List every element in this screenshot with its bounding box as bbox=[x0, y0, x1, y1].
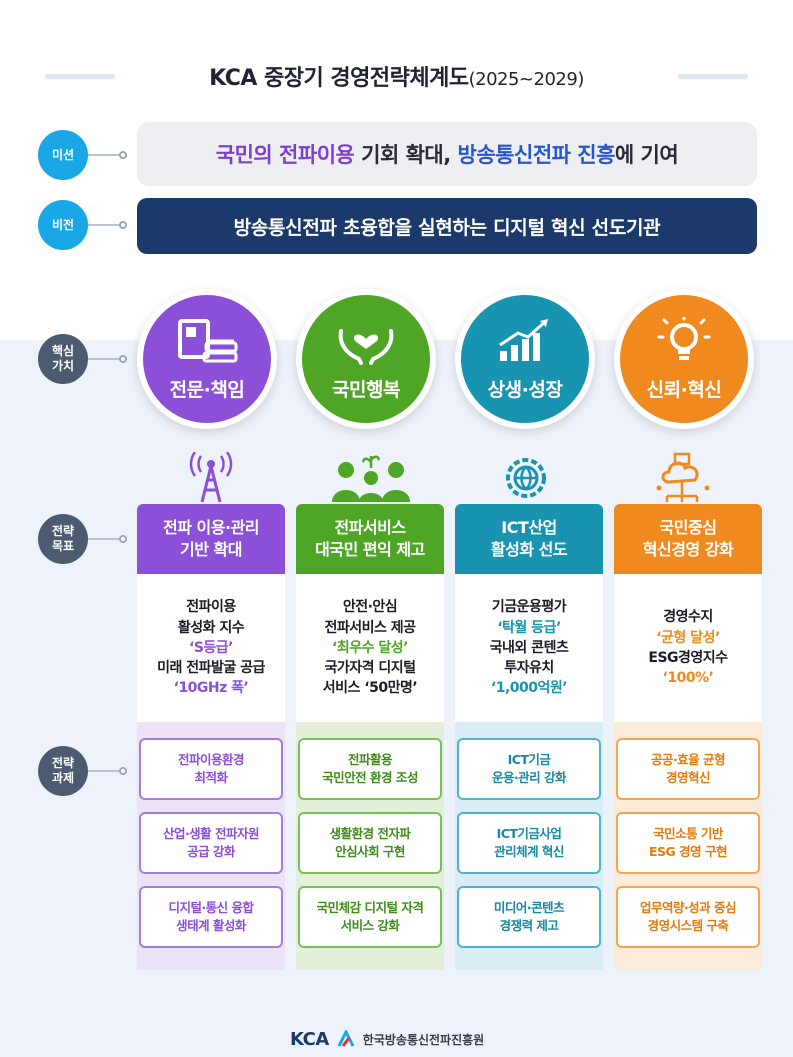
metric-text: 활성화 지수 bbox=[177, 619, 245, 636]
kca-logo: KCA bbox=[290, 1028, 329, 1050]
people-icon bbox=[332, 455, 410, 502]
title-divider-left bbox=[45, 74, 115, 79]
metric-text: 기금운용평가 bbox=[491, 599, 567, 616]
strategic-tasks-label: 전략 과제 bbox=[38, 746, 88, 796]
vision-connector-dot bbox=[119, 221, 127, 229]
goal-metrics-ict-industry: 기금운용평가 ‘탁월 등급’ 국내외 콘텐츠 투자유치 ‘1,000억원’ bbox=[455, 574, 603, 722]
core-value-label: 국민행복 bbox=[332, 379, 400, 401]
mission-connector-dot bbox=[119, 151, 127, 159]
task-card: 국민소통 기반 ESG 경영 구현 bbox=[616, 812, 760, 874]
heart-hands-icon bbox=[338, 329, 394, 365]
metric-target: ‘100%’ bbox=[662, 670, 714, 687]
metric-target: ‘탁월 등급’ bbox=[497, 619, 561, 636]
core-value-happiness: 국민행복 bbox=[296, 289, 436, 429]
mission-part4: 에 기여 bbox=[614, 143, 679, 167]
metric-target: ‘최우수 달성’ bbox=[332, 639, 408, 656]
task-card: 미디어·콘텐츠 경쟁력 제고 bbox=[457, 886, 601, 948]
goal-metrics-spectrum: 전파이용 활성화 지수 ‘S등급’ 미래 전파발굴 공급 ‘10GHz 폭’ bbox=[137, 574, 285, 722]
metric-text: 안전·안심 bbox=[342, 599, 398, 616]
organization-name: 한국방송통신전파진흥원 bbox=[362, 1032, 485, 1047]
metric-text: 국가자격 디지털 bbox=[324, 660, 416, 677]
strategic-tasks-connector bbox=[88, 770, 124, 772]
books-icon bbox=[178, 319, 238, 363]
page-title: KCA 중장기 경영전략체계도(2025~2029) bbox=[120, 60, 673, 92]
goal-metrics-innovation: 경영수지 ‘균형 달성’ ESG경영지수 ‘100%’ bbox=[614, 574, 762, 722]
task-card: ICT기금 운용·관리 강화 bbox=[457, 738, 601, 800]
task-card: 전파이용환경 최적화 bbox=[139, 738, 283, 800]
core-values-connector-dot bbox=[119, 355, 127, 363]
radio-tower-icon bbox=[189, 452, 233, 503]
goal-header-innovation: 국민중심 혁신경영 강화 bbox=[614, 504, 762, 574]
mission-statement: 국민의 전파이용 기회 확대, 방송통신전파 진흥 에 기여 bbox=[137, 122, 757, 186]
gear-globe-icon bbox=[506, 458, 546, 498]
core-value-label: 전문·책임 bbox=[169, 379, 245, 401]
title-area: KCA 중장기 경영전략체계도(2025~2029) bbox=[0, 56, 793, 96]
title-divider-right bbox=[678, 74, 748, 79]
task-card: 업무역량·성과 중심 경영시스템 구축 bbox=[616, 886, 760, 948]
mission-label: 미션 bbox=[38, 130, 88, 180]
task-card: 생활환경 전자파 안심사회 구현 bbox=[298, 812, 442, 874]
strategic-tasks-connector-dot bbox=[119, 767, 127, 775]
core-value-expertise: 전문·책임 bbox=[137, 289, 277, 429]
task-card: 전파활용 국민안전 환경 조성 bbox=[298, 738, 442, 800]
metric-text: 투자유치 bbox=[504, 660, 554, 677]
task-card: 디지털·통신 융합 생태계 활성화 bbox=[139, 886, 283, 948]
task-card: 산업·생활 전파자원 공급 강화 bbox=[139, 812, 283, 874]
mission-part2: 기회 확대, bbox=[354, 143, 458, 167]
goal-metrics-public-benefit: 안전·안심 전파서비스 제공 ‘최우수 달성’ 국가자격 디지털 서비스 ‘50… bbox=[296, 574, 444, 722]
mission-part1: 국민의 전파이용 bbox=[215, 143, 355, 167]
goal-header-public-benefit: 전파서비스 대국민 편익 제고 bbox=[296, 504, 444, 574]
core-value-label: 신뢰·혁신 bbox=[646, 379, 722, 401]
metric-text: 경영수지 bbox=[663, 609, 713, 626]
metric-target: ‘균형 달성’ bbox=[656, 629, 720, 646]
core-value-growth: 상생·성장 bbox=[455, 289, 595, 429]
footer: KCA 한국방송통신전파진흥원 bbox=[290, 1028, 484, 1050]
growth-chart-icon bbox=[499, 319, 548, 361]
cloud-network-icon bbox=[656, 452, 710, 502]
task-card: ICT기금사업 관리체계 혁신 bbox=[457, 812, 601, 874]
metric-target: ‘S등급’ bbox=[189, 639, 233, 656]
strategic-goals-connector bbox=[88, 538, 124, 540]
title-main: KCA 중장기 경영전략체계도 bbox=[209, 66, 469, 91]
goal-header-ict-industry: ICT산업 활성화 선도 bbox=[455, 504, 603, 574]
kca-logo-mark-icon bbox=[337, 1030, 355, 1047]
mission-part3: 방송통신전파 진흥 bbox=[457, 143, 616, 167]
metric-text: 서비스 ‘50만명’ bbox=[322, 680, 418, 697]
metric-target: ‘10GHz 폭’ bbox=[173, 680, 249, 697]
vision-label: 비전 bbox=[38, 200, 88, 250]
mission-connector bbox=[88, 154, 124, 156]
core-value-trust: 신뢰·혁신 bbox=[614, 289, 754, 429]
metric-text: 전파이용 bbox=[186, 599, 236, 616]
metric-text: ESG경영지수 bbox=[648, 650, 728, 666]
strategic-goals-connector-dot bbox=[119, 535, 127, 543]
task-card: 국민체감 디지털 자격 서비스 강화 bbox=[298, 886, 442, 948]
metric-text: 전파서비스 제공 bbox=[324, 619, 416, 636]
core-values-connector bbox=[88, 358, 124, 360]
vision-statement: 방송통신전파 초융합을 실현하는 디지털 혁신 선도기관 bbox=[137, 198, 757, 254]
goal-header-spectrum: 전파 이용·관리 기반 확대 bbox=[137, 504, 285, 574]
task-card: 공공·효율 균형 경영혁신 bbox=[616, 738, 760, 800]
metric-text: 국내외 콘텐츠 bbox=[489, 639, 569, 656]
metric-target: ‘1,000억원’ bbox=[490, 680, 568, 697]
vision-connector bbox=[88, 224, 124, 226]
core-value-label: 상생·성장 bbox=[487, 379, 563, 401]
lightbulb-icon bbox=[657, 317, 711, 360]
title-years: (2025~2029) bbox=[468, 69, 585, 90]
core-values-label: 핵심 가치 bbox=[38, 334, 88, 384]
strategic-goals-label: 전략 목표 bbox=[38, 514, 88, 564]
metric-text: 미래 전파발굴 공급 bbox=[157, 660, 265, 677]
